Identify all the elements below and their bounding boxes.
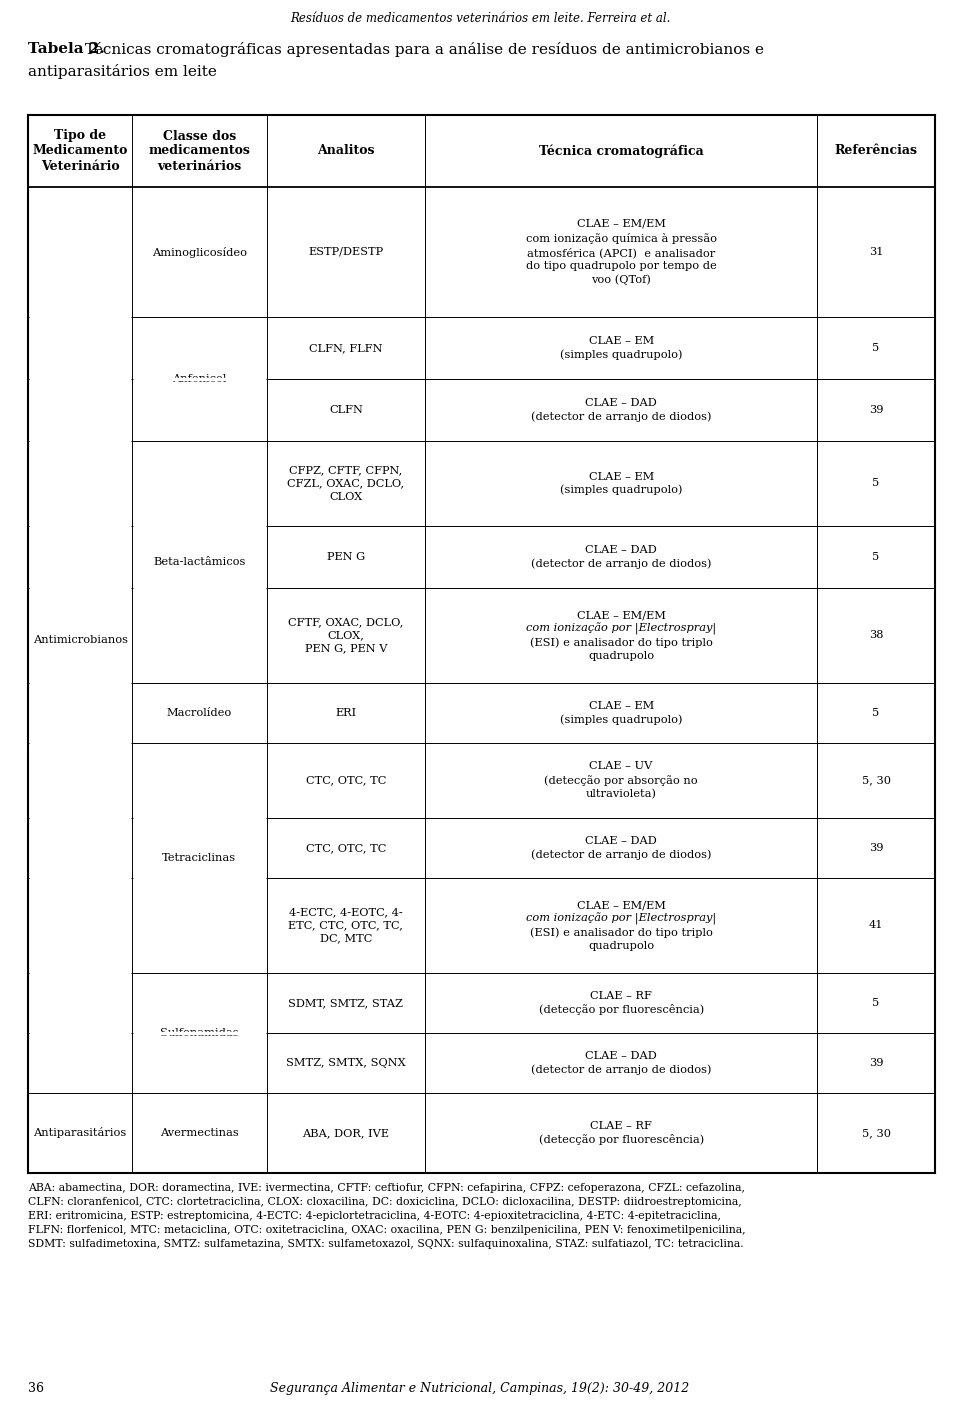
Text: 39: 39	[869, 405, 883, 415]
Text: CLAE – DAD
(detector de arranjo de diodos): CLAE – DAD (detector de arranjo de diodo…	[531, 398, 711, 422]
Text: quadrupolo: quadrupolo	[588, 650, 655, 660]
Text: 38: 38	[869, 631, 883, 640]
Text: (ESI) e analisador do tipo triplo: (ESI) e analisador do tipo triplo	[530, 927, 712, 938]
Text: Macrolídeo: Macrolídeo	[167, 708, 232, 718]
Text: 41: 41	[869, 921, 883, 931]
Text: CLFN, FLFN: CLFN, FLFN	[309, 343, 383, 353]
Text: CLAE – DAD
(detector de arranjo de diodos): CLAE – DAD (detector de arranjo de diodo…	[531, 1051, 711, 1076]
Text: 39: 39	[869, 1058, 883, 1068]
Text: SDMT, SMTZ, STAZ: SDMT, SMTZ, STAZ	[288, 998, 403, 1007]
Text: Beta-lactâmicos: Beta-lactâmicos	[154, 557, 246, 567]
Text: CFPZ, CFTF, CFPN,
CFZL, OXAC, DCLO,
CLOX: CFPZ, CFTF, CFPN, CFZL, OXAC, DCLO, CLOX	[287, 465, 404, 502]
Text: CLAE – EM/EM
com ionização química à pressão
atmosférica (APCI)  e analisador
do: CLAE – EM/EM com ionização química à pre…	[526, 220, 717, 285]
Text: PEN G: PEN G	[326, 553, 365, 563]
Text: Tetraciclinas: Tetraciclinas	[162, 853, 236, 863]
Text: CLAE – EM/EM: CLAE – EM/EM	[577, 611, 665, 621]
Text: SMTZ, SMTX, SQNX: SMTZ, SMTX, SQNX	[286, 1058, 406, 1068]
Text: com ionização por |Electrospray|: com ionização por |Electrospray|	[526, 622, 716, 635]
Text: CLAE – EM/EM: CLAE – EM/EM	[577, 900, 665, 910]
Text: Referências: Referências	[834, 145, 918, 157]
Text: CLAE – RF
(detecção por fluorescência): CLAE – RF (detecção por fluorescência)	[539, 1121, 704, 1145]
Text: CLAE – UV
(detecção por absorção no
ultravioleta): CLAE – UV (detecção por absorção no ultr…	[544, 761, 698, 799]
Text: Aminoglicosídeo: Aminoglicosídeo	[152, 247, 247, 258]
Text: Antiparasitários: Antiparasitários	[34, 1128, 127, 1138]
Text: Anfenicol: Anfenicol	[172, 374, 227, 384]
Text: Segurança Alimentar e Nutricional, Campinas, 19(2): 30-49, 2012: Segurança Alimentar e Nutricional, Campi…	[271, 1382, 689, 1394]
Text: (ESI) e analisador do tipo triplo: (ESI) e analisador do tipo triplo	[530, 638, 712, 648]
Text: 4-ECTC, 4-EOTC, 4-
ETC, CTC, OTC, TC,
DC, MTC: 4-ECTC, 4-EOTC, 4- ETC, CTC, OTC, TC, DC…	[288, 907, 403, 944]
Text: ABA: abamectina, DOR: doramectina, IVE: ivermectina, CFTF: ceftiofur, CFPN: cefa: ABA: abamectina, DOR: doramectina, IVE: …	[28, 1183, 746, 1248]
Text: antiparasitários em leite: antiparasitários em leite	[28, 64, 217, 79]
Text: ABA, DOR, IVE: ABA, DOR, IVE	[302, 1128, 390, 1138]
Text: CLAE – EM
(simples quadrupolo): CLAE – EM (simples quadrupolo)	[560, 701, 683, 726]
Text: Sulfonamidas: Sulfonamidas	[160, 1027, 239, 1039]
Text: Analitos: Analitos	[317, 145, 374, 157]
Text: CLAE – EM
(simples quadrupolo): CLAE – EM (simples quadrupolo)	[560, 472, 683, 496]
Text: 39: 39	[869, 843, 883, 853]
Text: CLFN: CLFN	[329, 405, 363, 415]
Text: 36: 36	[28, 1382, 44, 1394]
Text: 5: 5	[873, 553, 879, 563]
Text: Tabela 2.: Tabela 2.	[28, 43, 105, 57]
Text: CLAE – DAD
(detector de arranjo de diodos): CLAE – DAD (detector de arranjo de diodo…	[531, 836, 711, 860]
Text: CLAE – EM
(simples quadrupolo): CLAE – EM (simples quadrupolo)	[560, 336, 683, 360]
Text: Antimicrobianos: Antimicrobianos	[33, 635, 128, 645]
Text: Avermectinas: Avermectinas	[160, 1128, 239, 1138]
Text: CTC, OTC, TC: CTC, OTC, TC	[305, 843, 386, 853]
Text: 5, 30: 5, 30	[861, 1128, 891, 1138]
Text: 5, 30: 5, 30	[861, 775, 891, 785]
Text: CLAE – DAD
(detector de arranjo de diodos): CLAE – DAD (detector de arranjo de diodo…	[531, 546, 711, 570]
Text: Técnicas cromatográficas apresentadas para a análise de resíduos de antimicrobia: Técnicas cromatográficas apresentadas pa…	[80, 43, 764, 57]
Text: quadrupolo: quadrupolo	[588, 941, 655, 951]
Text: CFTF, OXAC, DCLO,
CLOX,
PEN G, PEN V: CFTF, OXAC, DCLO, CLOX, PEN G, PEN V	[288, 618, 403, 653]
Text: ESTP/DESTP: ESTP/DESTP	[308, 247, 383, 256]
Text: 31: 31	[869, 247, 883, 256]
Text: 5: 5	[873, 479, 879, 489]
Text: Classe dos
medicamentos
veterinários: Classe dos medicamentos veterinários	[149, 129, 251, 173]
Text: 5: 5	[873, 998, 879, 1007]
Text: Tipo de
Medicamento
Veterinário: Tipo de Medicamento Veterinário	[33, 129, 128, 173]
Text: Resíduos de medicamentos veterinários em leite. Ferreira et al.: Resíduos de medicamentos veterinários em…	[290, 11, 670, 26]
Text: com ionização por |Electrospray|: com ionização por |Electrospray|	[526, 913, 716, 925]
Text: 5: 5	[873, 343, 879, 353]
Text: 5: 5	[873, 708, 879, 718]
Text: Técnica cromatográfica: Técnica cromatográfica	[539, 145, 704, 157]
Text: CLAE – RF
(detecção por fluorescência): CLAE – RF (detecção por fluorescência)	[539, 990, 704, 1016]
Text: CTC, OTC, TC: CTC, OTC, TC	[305, 775, 386, 785]
Text: ERI: ERI	[335, 708, 356, 718]
